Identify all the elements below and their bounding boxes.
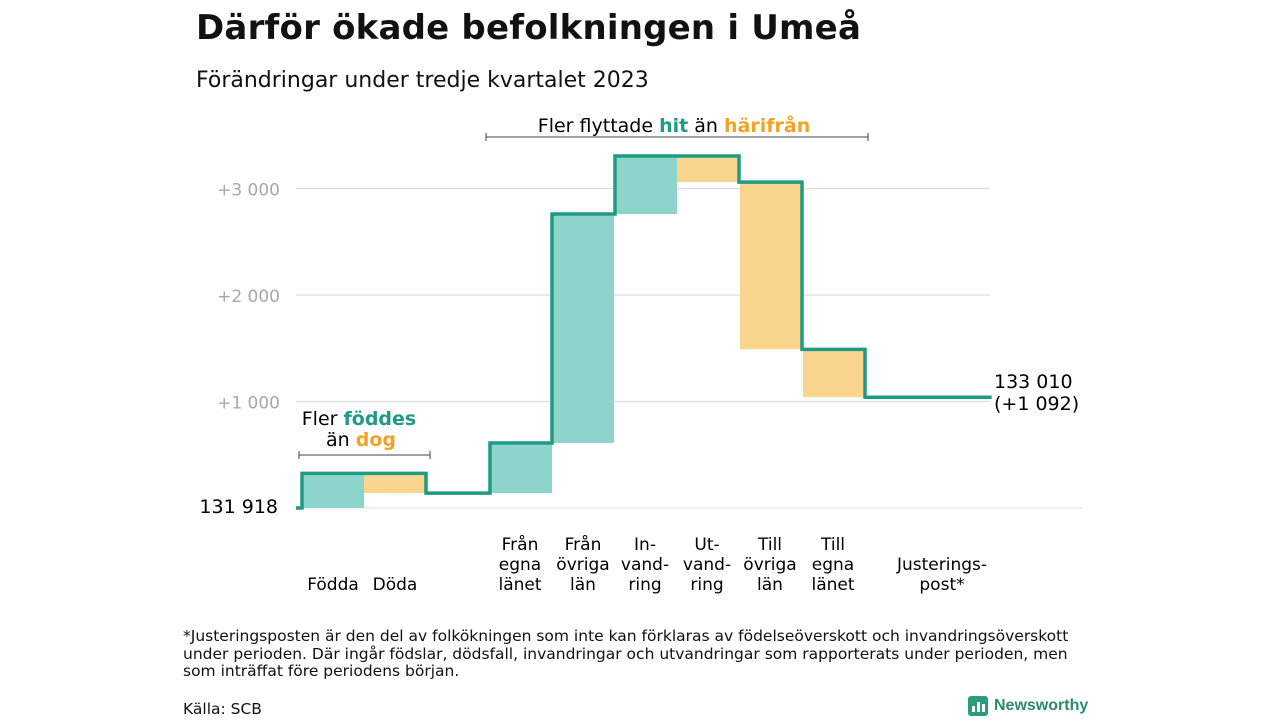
bar-till-ovriga-lan bbox=[740, 182, 802, 350]
step-line bbox=[296, 154, 992, 510]
waterfall-chart: +1 000+2 000+3 000 Födda DödaFrånegnaläne… bbox=[199, 113, 1083, 595]
births-annotation-highlight: föddes bbox=[344, 408, 417, 430]
moves-annotation-highlight-2: härifrån bbox=[724, 113, 810, 137]
x-tick-label-utvandring: ring bbox=[690, 575, 723, 595]
x-tick-label-till-ovriga-lan: län bbox=[757, 575, 783, 595]
x-tick-label-fran-egna-lanet: Från bbox=[502, 534, 539, 555]
bar-doda bbox=[364, 473, 426, 494]
source-label: Källa: SCB bbox=[183, 700, 262, 718]
x-tick-label-till-egna-lanet: Till bbox=[820, 535, 845, 555]
y-tick-label: +1 000 bbox=[217, 394, 280, 414]
births-annotation-highlight-2: dog bbox=[356, 429, 396, 451]
x-tick-label-fran-egna-lanet: egna bbox=[499, 555, 541, 575]
x-tick-label-invandring: In- bbox=[634, 535, 656, 555]
x-tick-label-justeringspost: Justerings- bbox=[896, 555, 987, 575]
svg-text:än dog: än dog bbox=[326, 429, 396, 451]
births-annotation: Fler föddes än dog bbox=[298, 408, 431, 459]
x-tick-label-till-ovriga-lan: Till bbox=[757, 535, 782, 555]
bar-till-egna-lanet bbox=[803, 349, 865, 398]
bar-fran-ovriga-lan bbox=[552, 214, 614, 444]
x-tick-label-fran-ovriga-lan: Från bbox=[565, 534, 602, 555]
y-tick-label: +3 000 bbox=[217, 181, 280, 201]
label-layer: Födda DödaFrånegnalänetFrånövrigalänIn-va… bbox=[307, 534, 987, 595]
moves-annotation-highlight: hit bbox=[659, 115, 688, 137]
x-tick-label-till-egna-lanet: länet bbox=[811, 575, 854, 595]
x-tick-label-invandring: ring bbox=[628, 575, 661, 595]
x-tick-label-invandring: vand- bbox=[621, 555, 669, 575]
bar-fran-egna-lanet bbox=[490, 443, 552, 494]
final-value-label: 133 010 bbox=[994, 371, 1073, 393]
chart-title: Därför ökade befolkningen i Umeå bbox=[196, 8, 862, 48]
moves-annotation-prefix: Fler flyttade bbox=[538, 115, 653, 137]
x-tick-label-utvandring: vand- bbox=[683, 555, 731, 575]
chart-subtitle: Förändringar under tredje kvartalet 2023 bbox=[196, 68, 649, 93]
x-tick-label-fran-egna-lanet: länet bbox=[498, 575, 541, 595]
births-annotation-prefix: Fler bbox=[302, 408, 338, 430]
brand-logo: Newsworthy bbox=[968, 696, 1088, 716]
svg-text:Fler föddes: Fler föddes bbox=[302, 408, 416, 430]
x-tick-label-fran-ovriga-lan: län bbox=[570, 575, 596, 595]
x-tick-label-till-egna-lanet: egna bbox=[812, 555, 854, 575]
y-tick-label: +2 000 bbox=[217, 287, 280, 307]
x-tick-label-fodda: Födda bbox=[307, 575, 359, 595]
step-line-layer bbox=[296, 154, 992, 510]
births-annotation-middle: än bbox=[326, 429, 350, 451]
bar-layer bbox=[302, 156, 865, 508]
brand-name: Newsworthy bbox=[994, 697, 1089, 714]
bar-fodda bbox=[302, 473, 364, 508]
footnote: *Justeringsposten är den del av folkökni… bbox=[183, 627, 1069, 680]
x-tick-label-justeringspost: post* bbox=[919, 575, 964, 595]
moves-annotation: Fler flyttade hit än härifrån bbox=[485, 113, 869, 141]
grid-layer: +1 000 +2 000 +3 000 bbox=[217, 181, 1083, 509]
x-tick-label-doda: Döda bbox=[373, 575, 418, 595]
x-tick-label-fran-ovriga-lan: övriga bbox=[556, 555, 609, 575]
baseline-label: 131 918 bbox=[199, 496, 278, 518]
bar-utvandring bbox=[677, 156, 739, 183]
final-change-label: (+1 092) bbox=[994, 393, 1079, 415]
x-tick-label-utvandring: Ut- bbox=[694, 535, 719, 555]
newsworthy-logo-icon bbox=[968, 696, 988, 716]
moves-annotation-middle: än bbox=[694, 115, 718, 137]
bar-invandring bbox=[615, 156, 677, 215]
x-tick-label-till-ovriga-lan: övriga bbox=[743, 555, 796, 575]
svg-text:Fler flyttade hit: Fler flyttade hit än härifrån bbox=[538, 113, 810, 137]
